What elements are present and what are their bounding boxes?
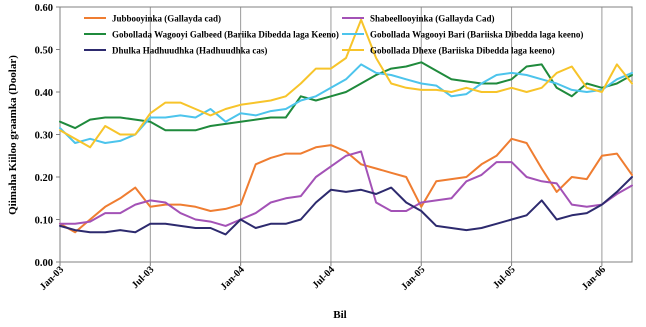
- y-tick-label: 0.30: [35, 131, 53, 142]
- series-line: [59, 176, 633, 236]
- series-line: [59, 137, 633, 234]
- y-tick-label: 0.10: [35, 216, 53, 227]
- x-tick-label: Jan-04: [219, 264, 247, 292]
- axes: [56, 6, 633, 266]
- series-line: [59, 18, 633, 149]
- y-tick-label: 0.20: [35, 173, 53, 184]
- grid: [59, 7, 603, 262]
- series-line: [59, 61, 633, 132]
- legend-label: Gobollada Wagooyi Galbeed (Bariika Dibed…: [112, 30, 339, 40]
- legend-label: Dhulka Hadhuudhka (Hadhuudhka cas): [112, 46, 267, 56]
- x-tick-label: Jul-03: [130, 264, 157, 291]
- legend-label: Jubbooyinka (Gallayda cad): [112, 14, 221, 24]
- series-line: [59, 150, 633, 227]
- y-tick-label: 0.60: [35, 3, 53, 14]
- y-axis-label: Qiimaha Kiiloo graamka (Doolar): [7, 55, 19, 215]
- x-tick-label: Jan-05: [399, 264, 427, 292]
- x-tick-label: Jan-06: [580, 264, 608, 292]
- legend-label: Gobollada Dhexe (Bariiska Dibedda laga k…: [370, 46, 555, 56]
- x-tick-label: Jul-04: [310, 264, 337, 291]
- x-axis-label: Bil: [333, 309, 346, 321]
- series-line: [59, 63, 633, 144]
- legend-label: Gobollada Wagooyi Bari (Bariiska Dibedda…: [370, 30, 583, 40]
- legend: Jubbooyinka (Gallayda cad) Shabeellooyink…: [84, 14, 583, 56]
- legend-label: Shabeellooyinka (Gallayda Cad): [370, 14, 495, 24]
- y-tick-label: 0.00: [35, 258, 53, 269]
- series-lines: [59, 18, 633, 236]
- y-tick-label: 0.40: [35, 88, 53, 99]
- x-tick-label: Jul-05: [491, 264, 518, 291]
- y-tick-label: 0.50: [35, 46, 53, 57]
